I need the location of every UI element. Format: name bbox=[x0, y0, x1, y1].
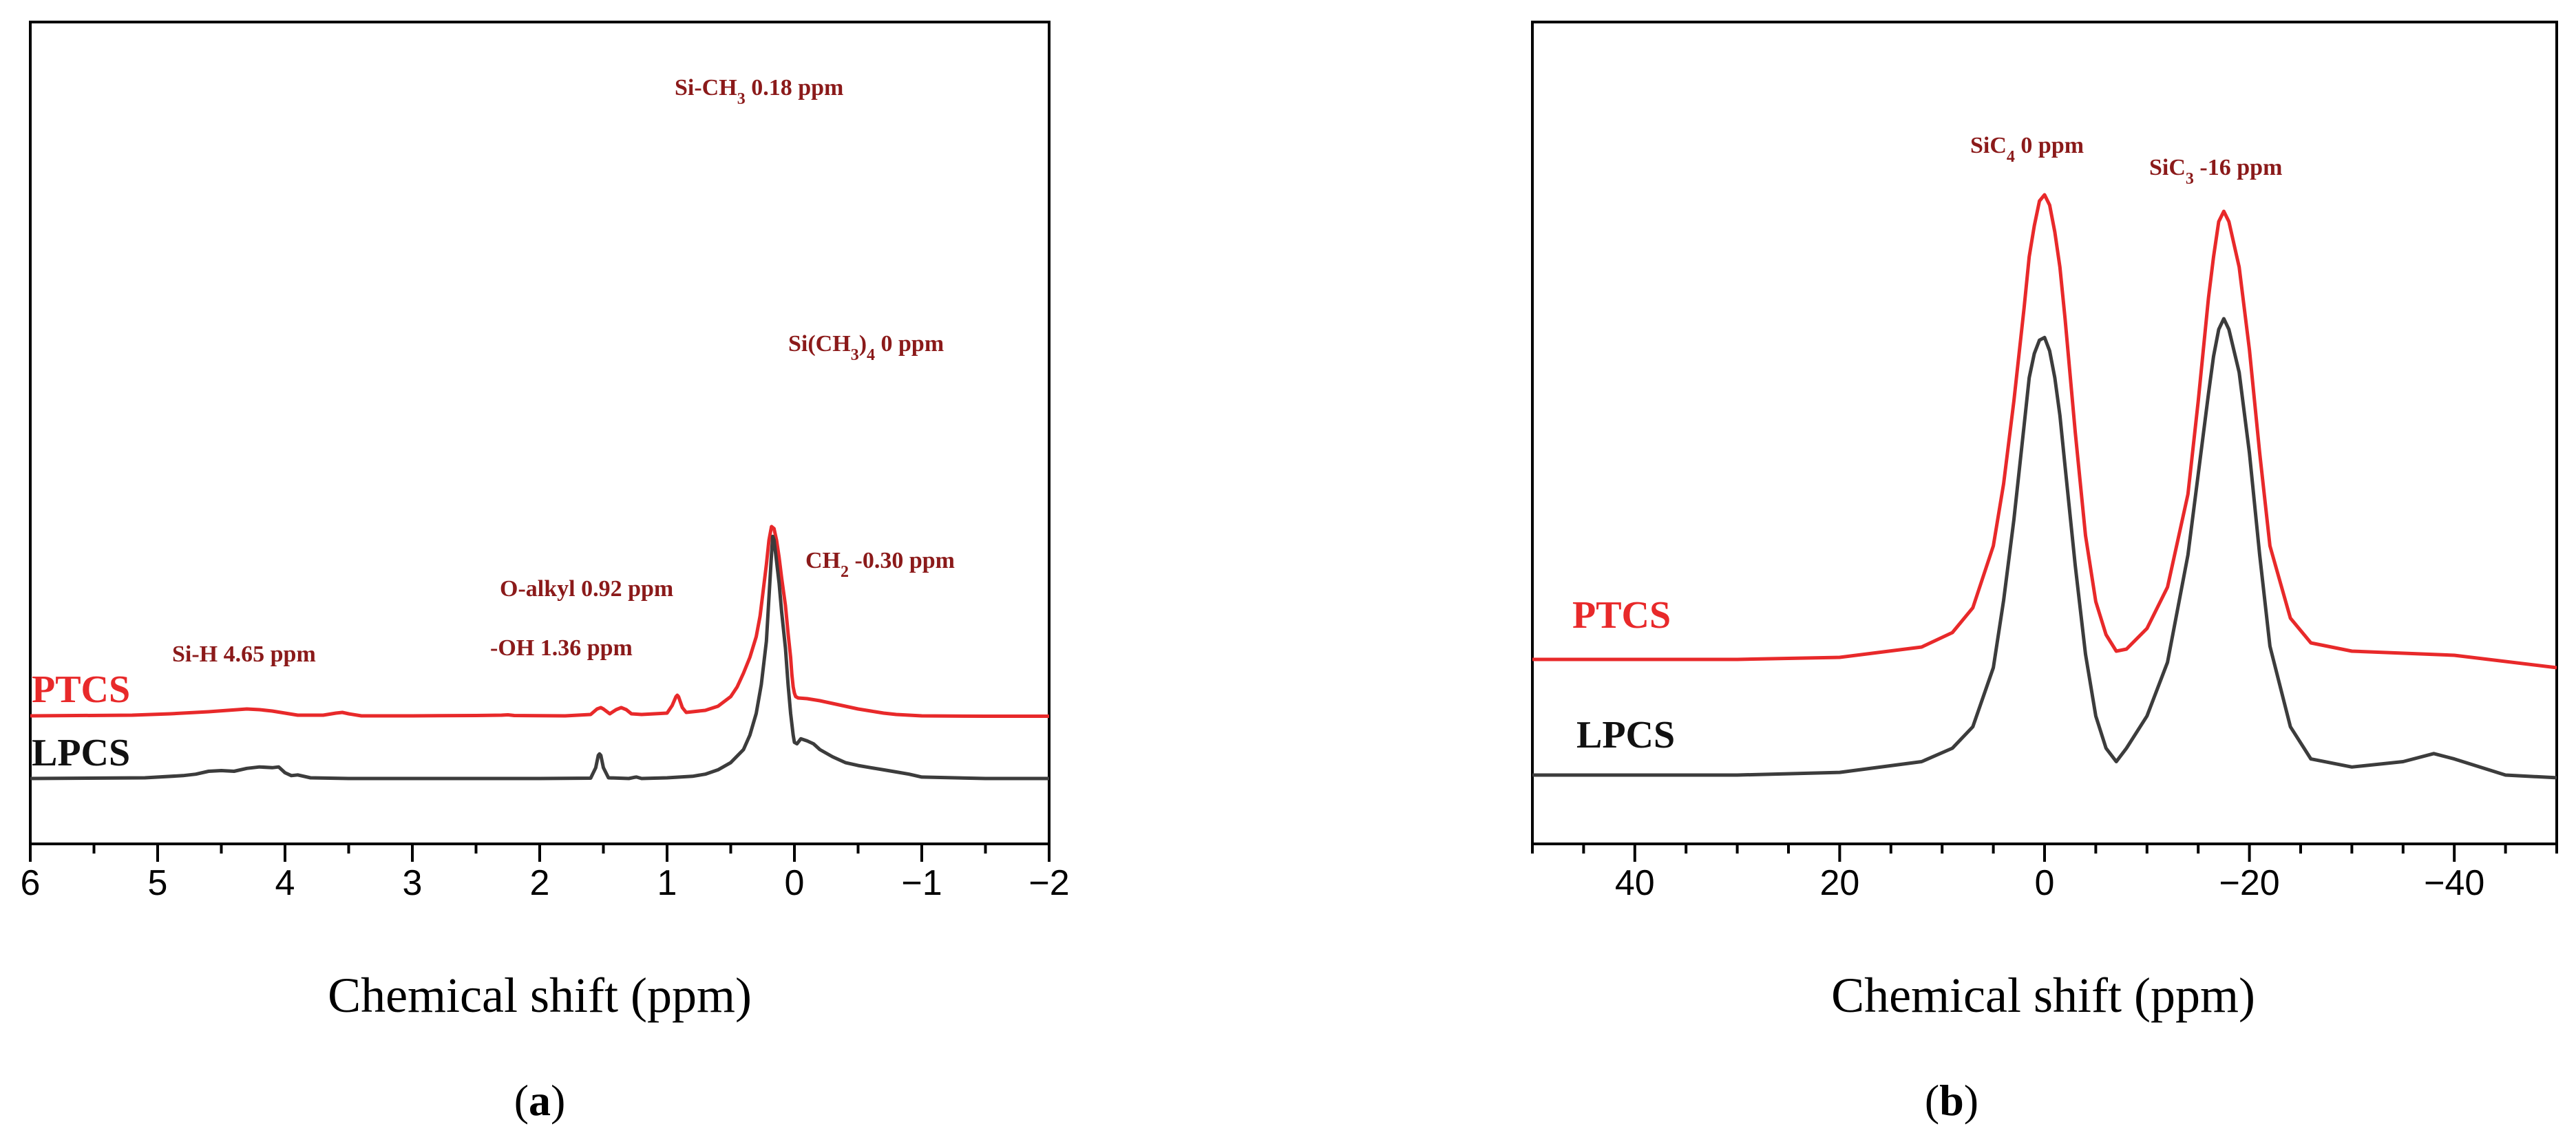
x-tick-label: 3 bbox=[403, 863, 423, 903]
x-ticks-b: 40 20 0 −20 −40 bbox=[1531, 844, 2558, 903]
series-line-ptcs bbox=[1532, 193, 2557, 670]
x-tick-label: −1 bbox=[901, 863, 942, 903]
x-tick-label: 0 bbox=[2035, 863, 2055, 903]
panel-b-chart: 40 20 0 −20 −40 SiC4 0 ppm SiC3 -16 ppm PTCS… bbox=[1531, 21, 2558, 1125]
curves-b bbox=[1532, 193, 2557, 780]
series-line-lpcs bbox=[30, 534, 1049, 781]
x-tick-label: −40 bbox=[2424, 863, 2484, 903]
annotation-sic3: SiC3 -16 ppm bbox=[2149, 155, 2282, 188]
series-line-lpcs bbox=[1532, 317, 2557, 780]
panel-label-a: (a) bbox=[514, 1076, 566, 1125]
annotation-si-ch3-4: Si(CH3)4 0 ppm bbox=[788, 331, 944, 364]
x-tick-label: 2 bbox=[530, 863, 550, 903]
x-tick-label: −20 bbox=[2219, 863, 2279, 903]
series-line-ptcs bbox=[30, 525, 1049, 718]
annotation-ch2: CH2 -0.30 ppm bbox=[805, 548, 955, 581]
x-axis-title-b: Chemical shift (ppm) bbox=[1831, 968, 2255, 1023]
plot-frame-a bbox=[29, 21, 1051, 845]
x-tick-label: 1 bbox=[657, 863, 677, 903]
annotation-si-h: Si-H 4.65 ppm bbox=[172, 642, 316, 667]
curves-a bbox=[30, 525, 1049, 781]
x-tick-label: 40 bbox=[1615, 863, 1655, 903]
annotation-o-alkyl: O-alkyl 0.92 ppm bbox=[500, 576, 673, 602]
legend-ptcs-a: PTCS bbox=[32, 668, 130, 711]
annotation-oh: -OH 1.36 ppm bbox=[490, 635, 633, 661]
x-tick-label: 6 bbox=[21, 863, 41, 903]
x-tick-label: −2 bbox=[1028, 863, 1069, 903]
annotation-si-ch3: Si-CH3 0.18 ppm bbox=[675, 75, 843, 108]
x-tick-label: 20 bbox=[1819, 863, 1859, 903]
x-ticks-a: 6 5 4 3 2 1 0 −1 −2 bbox=[21, 844, 1070, 903]
legend-lpcs-b: LPCS bbox=[1576, 714, 1675, 756]
annotation-sic4: SiC4 0 ppm bbox=[1970, 133, 2084, 166]
panel-a-chart: 6 5 4 3 2 1 0 −1 −2 Si-CH3 0.18 ppm Si(CH3)4 0 p… bbox=[21, 21, 1070, 1125]
legend-lpcs-a: LPCS bbox=[32, 732, 130, 774]
x-tick-label: 4 bbox=[275, 863, 295, 903]
panel-label-b: (b) bbox=[1925, 1076, 1978, 1125]
x-axis-title-a: Chemical shift (ppm) bbox=[328, 968, 752, 1023]
x-tick-label: 5 bbox=[148, 863, 168, 903]
x-tick-label: 0 bbox=[785, 863, 805, 903]
legend-ptcs-b: PTCS bbox=[1572, 594, 1671, 637]
